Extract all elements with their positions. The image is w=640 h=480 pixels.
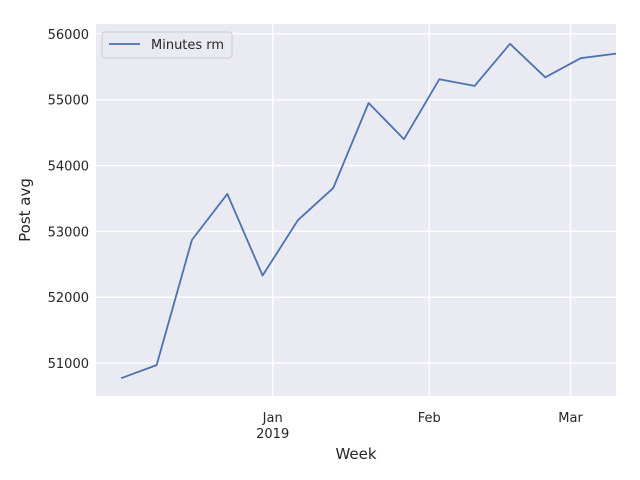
x-tick-sublabel: 2019 (256, 427, 289, 442)
plot-area (96, 24, 616, 396)
x-tick-label: Feb (418, 411, 441, 426)
series-line (120, 42, 617, 380)
y-tick-label: 52000 (48, 291, 89, 306)
legend-label: Minutes rm (151, 38, 224, 53)
y-tick-label: 51000 (48, 357, 89, 372)
x-tick-label: Mar (558, 411, 583, 426)
x-axis-label: Week (335, 445, 376, 463)
y-tick-label: 54000 (48, 160, 89, 175)
y-axis-ticks: 51000 52000 53000 54000 55000 56000 (48, 28, 89, 372)
legend-box (101, 31, 233, 59)
y-tick-label: 55000 (48, 94, 89, 109)
series-layer (120, 42, 617, 380)
x-tick-label: Jan (262, 411, 283, 426)
legend: Minutes rm (101, 31, 233, 59)
y-axis-label: Post avg (16, 178, 34, 242)
y-tick-label: 56000 (48, 28, 89, 43)
y-tick-label: 53000 (48, 225, 89, 240)
